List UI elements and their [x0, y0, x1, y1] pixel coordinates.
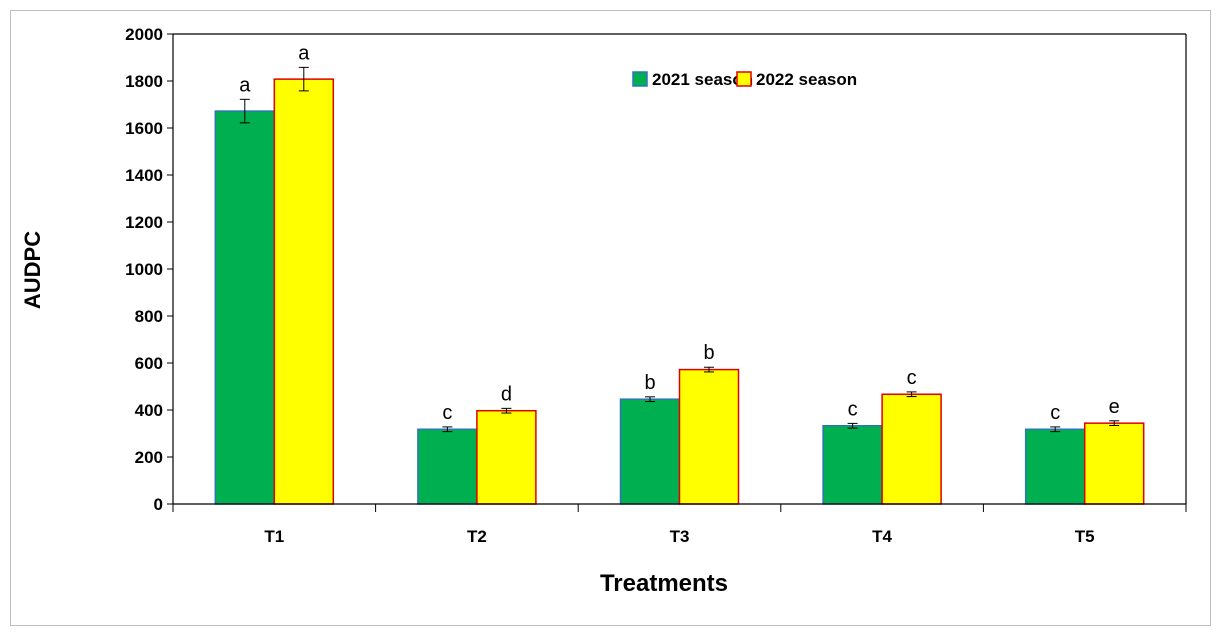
significance-label: e: [1109, 396, 1120, 418]
bar-t2-series-2: [476, 409, 537, 505]
bar-t5-series-2: [1083, 422, 1145, 505]
significance-label: d: [501, 383, 512, 405]
x-axis-title: Treatments: [600, 570, 728, 597]
significance-label: c: [848, 398, 858, 420]
axes-layer: [167, 33, 1187, 512]
bar-t2-series-1: [417, 428, 478, 505]
bar-t1-series-1: [214, 110, 276, 505]
x-tick-label: T3: [670, 527, 690, 546]
x-tick-label: T4: [872, 527, 892, 546]
significance-label: a: [298, 42, 310, 64]
significance-label: b: [703, 342, 714, 364]
y-tick-label: 1600: [125, 119, 163, 138]
significance-label: b: [644, 372, 655, 394]
y-tick-label: 1200: [125, 213, 163, 232]
significance-label: c: [1050, 402, 1060, 424]
legend-swatch-series-1: [632, 71, 648, 87]
bar-t4-series-2: [881, 393, 942, 505]
y-tick-label: 2000: [125, 25, 163, 44]
y-tick-label: 600: [135, 354, 163, 373]
labels-layer: a a T1 c d T2 b b T3 c c T4 c e T5 0 200 400 600 800 1000 120…: [125, 25, 1120, 546]
y-tick-label: 400: [135, 401, 163, 420]
x-tick-label: T1: [264, 527, 284, 546]
y-tick-label: 200: [135, 448, 163, 467]
x-tick-label: T5: [1075, 527, 1095, 546]
significance-label: a: [239, 74, 251, 96]
legend: 2021 season 2022 season: [632, 70, 857, 89]
y-tick-label: 1000: [125, 260, 163, 279]
legend-label-series-2: 2022 season: [756, 70, 857, 89]
significance-label: c: [442, 402, 452, 424]
x-tick-label: T2: [467, 527, 487, 546]
legend-label-series-1: 2021 season: [652, 70, 753, 89]
y-tick-label: 800: [135, 307, 163, 326]
bar-t4-series-1: [822, 424, 883, 505]
bar-t3-series-2: [678, 368, 740, 505]
y-axis-title: AUDPC: [20, 231, 45, 309]
significance-label: c: [907, 367, 917, 389]
y-tick-label: 1400: [125, 166, 163, 185]
legend-swatch-series-2: [736, 71, 752, 87]
y-tick-label: 1800: [125, 72, 163, 91]
bar-t3-series-1: [619, 398, 681, 505]
y-tick-label: 0: [154, 495, 163, 514]
bars-layer: [214, 66, 1145, 505]
bar-t1-series-2: [273, 78, 335, 505]
chart-frame: [10, 10, 1211, 626]
bar-t5-series-1: [1024, 428, 1086, 505]
